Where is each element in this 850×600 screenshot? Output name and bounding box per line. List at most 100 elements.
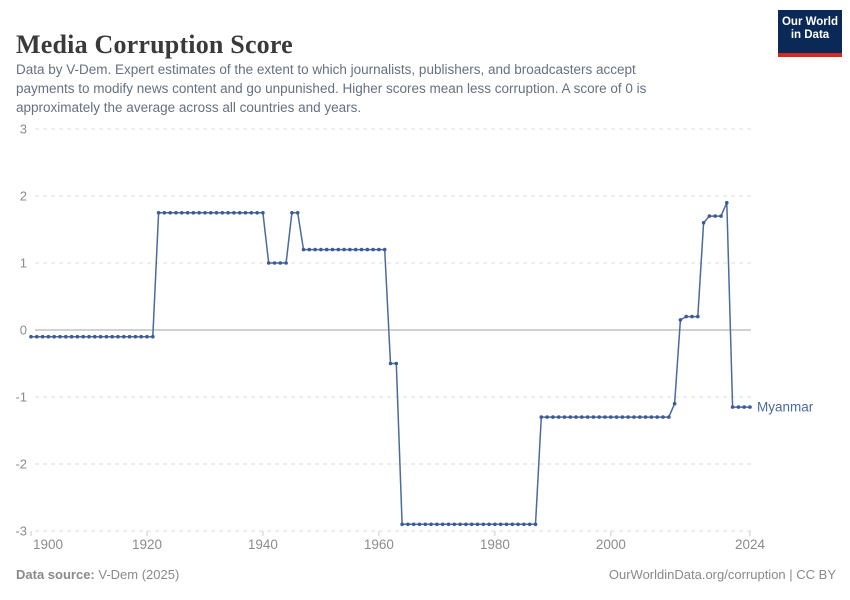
data-point[interactable] [127, 334, 132, 339]
data-point[interactable] [313, 247, 317, 252]
data-point[interactable] [510, 522, 515, 527]
data-point[interactable] [342, 247, 346, 252]
data-point[interactable] [237, 211, 242, 215]
data-point[interactable] [133, 334, 138, 339]
data-point[interactable] [180, 211, 184, 215]
data-point[interactable] [643, 415, 648, 419]
data-point[interactable] [551, 415, 555, 419]
data-point[interactable] [597, 415, 601, 419]
data-point[interactable] [58, 334, 62, 339]
data-point[interactable] [29, 334, 33, 339]
data-point[interactable] [533, 522, 538, 527]
data-point[interactable] [214, 211, 219, 215]
data-point[interactable] [209, 211, 213, 215]
data-point[interactable] [145, 334, 149, 339]
data-point[interactable] [556, 415, 561, 419]
data-point[interactable] [585, 415, 590, 419]
data-point[interactable] [498, 522, 503, 527]
data-point[interactable] [174, 211, 178, 215]
data-point[interactable] [110, 334, 114, 339]
data-point[interactable] [249, 211, 254, 215]
data-point[interactable] [330, 247, 335, 252]
data-point[interactable] [411, 522, 416, 527]
data-point[interactable] [104, 334, 109, 339]
data-point[interactable] [382, 247, 387, 252]
owid-logo[interactable]: Our World in Data [778, 10, 842, 57]
data-point[interactable] [226, 211, 230, 215]
data-point[interactable] [701, 221, 706, 225]
data-point[interactable] [736, 405, 741, 409]
data-point[interactable] [638, 415, 642, 419]
data-point[interactable] [122, 334, 126, 339]
data-point[interactable] [620, 415, 625, 419]
data-point[interactable] [516, 522, 520, 527]
data-point[interactable] [672, 401, 677, 406]
data-point[interactable] [696, 314, 700, 319]
data-point[interactable] [168, 211, 172, 215]
data-point[interactable] [46, 334, 51, 339]
data-point[interactable] [678, 318, 683, 322]
data-point[interactable] [191, 211, 196, 215]
data-point[interactable] [185, 211, 190, 215]
data-point[interactable] [52, 334, 56, 339]
data-point[interactable] [469, 522, 474, 527]
data-point[interactable] [707, 214, 712, 218]
data-point[interactable] [603, 415, 607, 419]
data-point[interactable] [162, 211, 167, 215]
data-point[interactable] [440, 522, 445, 527]
data-point[interactable] [353, 247, 358, 252]
data-point[interactable] [719, 214, 723, 218]
data-point[interactable] [388, 361, 393, 366]
data-point[interactable] [684, 314, 688, 319]
data-point[interactable] [417, 522, 422, 527]
data-point[interactable] [377, 247, 381, 252]
data-point[interactable] [609, 415, 613, 419]
data-point[interactable] [278, 261, 283, 265]
data-point[interactable] [359, 247, 364, 252]
data-point[interactable] [197, 211, 201, 215]
data-point[interactable] [725, 200, 729, 205]
data-point[interactable] [139, 334, 143, 339]
data-point[interactable] [493, 522, 497, 527]
data-point[interactable] [452, 522, 457, 527]
data-point[interactable] [40, 334, 45, 339]
data-point[interactable] [87, 334, 91, 339]
data-point[interactable] [632, 415, 636, 419]
data-point[interactable] [667, 415, 671, 419]
data-point[interactable] [655, 415, 659, 419]
data-point[interactable] [487, 522, 491, 527]
data-point[interactable] [116, 334, 120, 339]
data-point[interactable] [295, 211, 300, 215]
data-point[interactable] [527, 522, 532, 527]
data-point[interactable] [319, 247, 323, 252]
data-point[interactable] [255, 211, 259, 215]
data-point[interactable] [151, 334, 155, 339]
data-point[interactable] [713, 214, 717, 218]
data-point[interactable] [220, 211, 225, 215]
data-point[interactable] [232, 211, 236, 215]
data-point[interactable] [284, 261, 288, 265]
data-point[interactable] [475, 522, 480, 527]
data-point[interactable] [742, 405, 746, 409]
data-point[interactable] [429, 522, 433, 527]
data-point[interactable] [266, 261, 271, 265]
data-point[interactable] [406, 522, 410, 527]
data-point[interactable] [690, 314, 694, 319]
data-point[interactable] [458, 522, 462, 527]
data-point[interactable] [290, 211, 294, 215]
data-point[interactable] [574, 415, 578, 419]
data-point[interactable] [504, 522, 509, 527]
data-point[interactable] [272, 261, 277, 265]
data-point[interactable] [580, 415, 584, 419]
data-point[interactable] [661, 415, 665, 419]
data-point[interactable] [336, 247, 341, 252]
data-point[interactable] [545, 415, 549, 419]
data-point[interactable] [243, 211, 248, 215]
data-point[interactable] [75, 334, 80, 339]
data-point[interactable] [464, 522, 468, 527]
data-point[interactable] [371, 247, 375, 252]
data-point[interactable] [301, 247, 306, 252]
data-point[interactable] [400, 522, 404, 527]
data-point[interactable] [748, 405, 752, 409]
